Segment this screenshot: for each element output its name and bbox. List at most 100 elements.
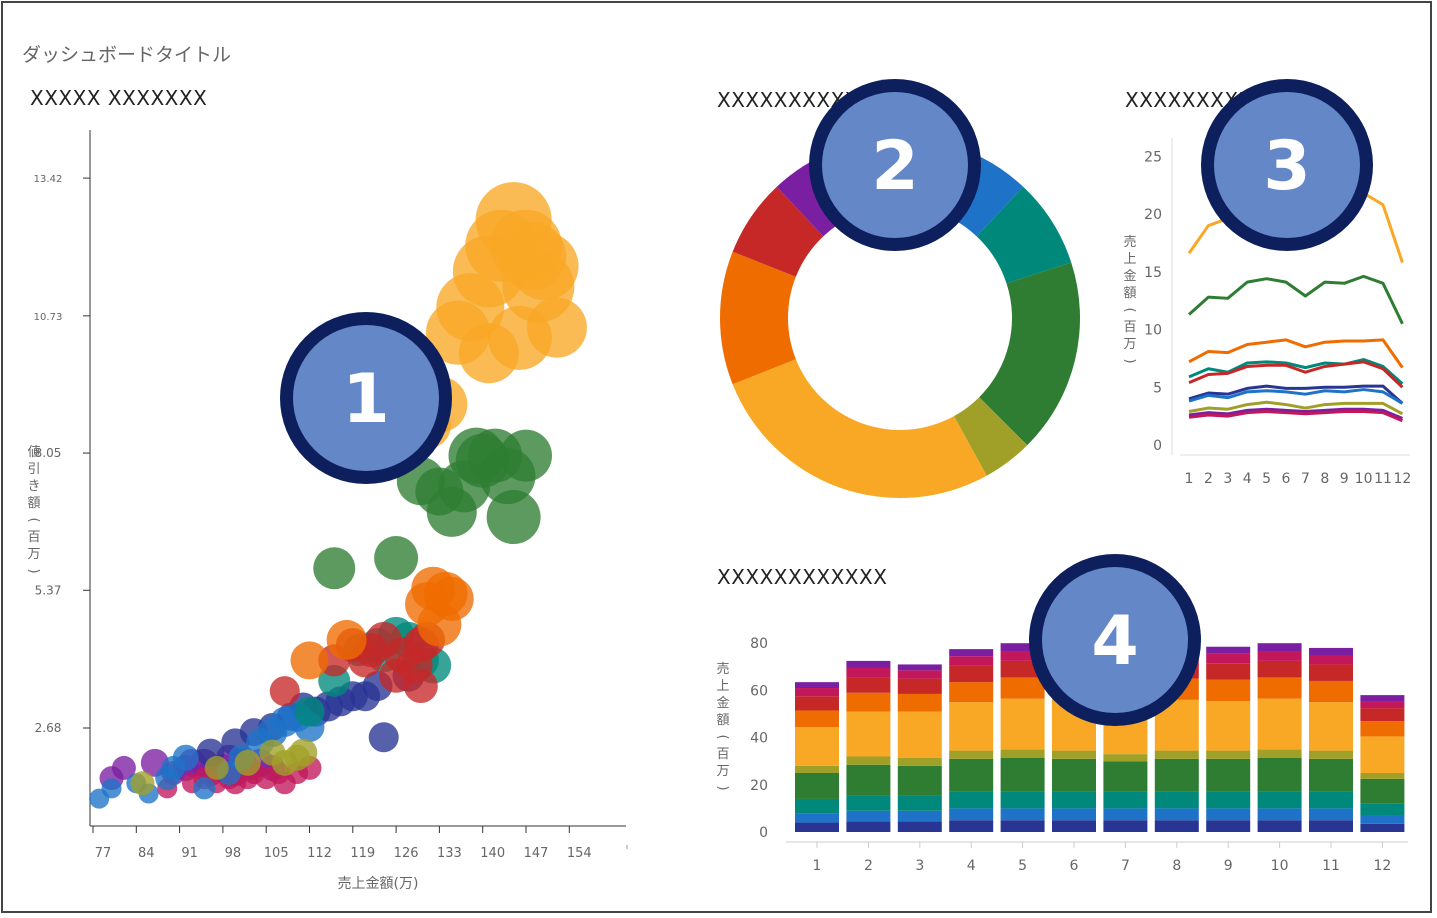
bar-y-tick-label: 60 (750, 683, 768, 699)
scatter-bubble (193, 777, 216, 800)
line-x-tick-label: 4 (1243, 471, 1252, 487)
bar-segment (1103, 791, 1148, 809)
bar-x-tick-label: 10 (1271, 858, 1289, 874)
bar-segment (1206, 646, 1251, 654)
bar-y-axis-label: 額 (716, 713, 729, 728)
bar-segment (795, 726, 839, 766)
donut-slice (953, 397, 1028, 476)
bar-segment (1257, 749, 1302, 758)
bar-segment (1154, 750, 1199, 759)
scatter-bubble (204, 755, 229, 780)
scatter-y-tick-label: 8.05 (35, 446, 62, 460)
bar-x-tick-label: 4 (967, 858, 976, 874)
line-x-tick-label: 1 (1185, 471, 1194, 487)
bar-x-tick-label: 11 (1322, 858, 1340, 874)
badge-circle (822, 92, 968, 238)
line-series (1188, 410, 1403, 423)
scatter-x-tick-label: 140 (480, 846, 505, 861)
scatter-bubble (289, 738, 318, 767)
bar-segment (897, 670, 942, 679)
scatter-x-axis-label: 売上金額(万) (338, 876, 419, 892)
badge-circle (1214, 92, 1360, 238)
badge-circle (1042, 567, 1188, 713)
bar-segment (1000, 643, 1045, 652)
line-x-tick-label: 6 (1282, 471, 1291, 487)
bar-segment (795, 798, 839, 814)
bar-segment (897, 711, 942, 758)
line-y-axis-label: ) (1122, 358, 1137, 363)
bar-segment (795, 696, 839, 711)
bar-segment (897, 678, 942, 694)
bar-x-tick-label: 3 (915, 858, 924, 874)
bar-segment (1309, 791, 1353, 809)
line-series (1188, 274, 1404, 325)
bar-x-tick-label: 1 (813, 858, 822, 874)
bar-segment (949, 649, 994, 657)
line-series (1188, 384, 1404, 405)
bar-segment (1360, 701, 1405, 709)
scatter-bubble (486, 490, 541, 545)
line-series (1188, 407, 1403, 420)
bar-segment (1000, 791, 1045, 809)
bar-segment (1154, 758, 1199, 792)
scatter-x-tick-label: 112 (307, 846, 332, 861)
bar-segment (1257, 757, 1302, 792)
line-y-axis-label: 売 (1123, 234, 1136, 250)
bar-x-tick-label: 8 (1172, 858, 1181, 874)
scatter-bubble (313, 547, 356, 590)
bar-y-axis-label: 金 (716, 695, 729, 711)
bar-segment (1052, 820, 1096, 832)
bar-segment (1309, 758, 1353, 792)
bar-segment (1360, 773, 1405, 779)
bar-segment (846, 677, 891, 693)
bar-segment (1000, 820, 1045, 832)
bar-x-tick-label: 12 (1373, 858, 1391, 874)
line-series (1188, 338, 1404, 369)
scatter-bubble (403, 669, 438, 704)
bar-segment (795, 765, 839, 773)
donut-slice (732, 186, 824, 277)
bar-segment (1360, 803, 1405, 816)
bar-segment (1206, 653, 1251, 664)
bar-segment (846, 810, 891, 822)
bar-segment (897, 821, 942, 832)
bar-segment (1360, 736, 1405, 773)
scatter-x-tick-label: 98 (225, 846, 242, 861)
bar-segment (1257, 677, 1302, 699)
bar-segment (1206, 663, 1251, 680)
line-x-tick-label: 12 (1393, 471, 1411, 487)
scatter-x-tick-label: 77 (95, 846, 112, 861)
bar-y-axis-label: 上 (716, 679, 729, 694)
bar-segment (1309, 820, 1353, 832)
bar-y-tick-label: 40 (750, 731, 768, 747)
bar-segment (795, 822, 839, 832)
bar-segment (897, 757, 942, 766)
scatter-x-tick-label: 154 (567, 846, 592, 861)
line-x-tick-label: 10 (1355, 471, 1373, 487)
bar-segment (1000, 698, 1045, 750)
scatter-y-axis-label: ( (26, 517, 41, 522)
line-x-tick-label: 11 (1374, 471, 1392, 487)
bar-y-axis-label: 百 (716, 747, 729, 762)
bar-segment (1000, 757, 1045, 792)
scatter-y-axis-label: 値 (27, 444, 40, 460)
scatter-y-axis-label: き (27, 479, 40, 494)
scatter-bubble (290, 641, 329, 680)
bar-segment (1309, 808, 1353, 821)
line-y-axis-label: 額 (1123, 286, 1136, 301)
bar-segment (1206, 701, 1251, 751)
scatter-bubble (368, 722, 399, 753)
scatter-x-tick-label: 126 (394, 846, 419, 861)
bar-chart-title: XXXXXXXXXXXX (717, 565, 888, 589)
bar-segment (1257, 820, 1302, 832)
bar-y-axis-label: ( (715, 734, 730, 739)
bar-segment (1000, 808, 1045, 821)
badge-number: 1 (342, 360, 389, 439)
line-y-axis-label: 万 (1123, 337, 1136, 352)
scatter-x-tick-label: 147 (524, 846, 549, 861)
scatter-bubble (510, 232, 579, 301)
bar-x-tick-label: 2 (864, 858, 873, 874)
bar-segment (949, 791, 994, 809)
line-y-axis-label: 上 (1123, 252, 1136, 267)
line-x-tick-label: 8 (1320, 471, 1329, 487)
